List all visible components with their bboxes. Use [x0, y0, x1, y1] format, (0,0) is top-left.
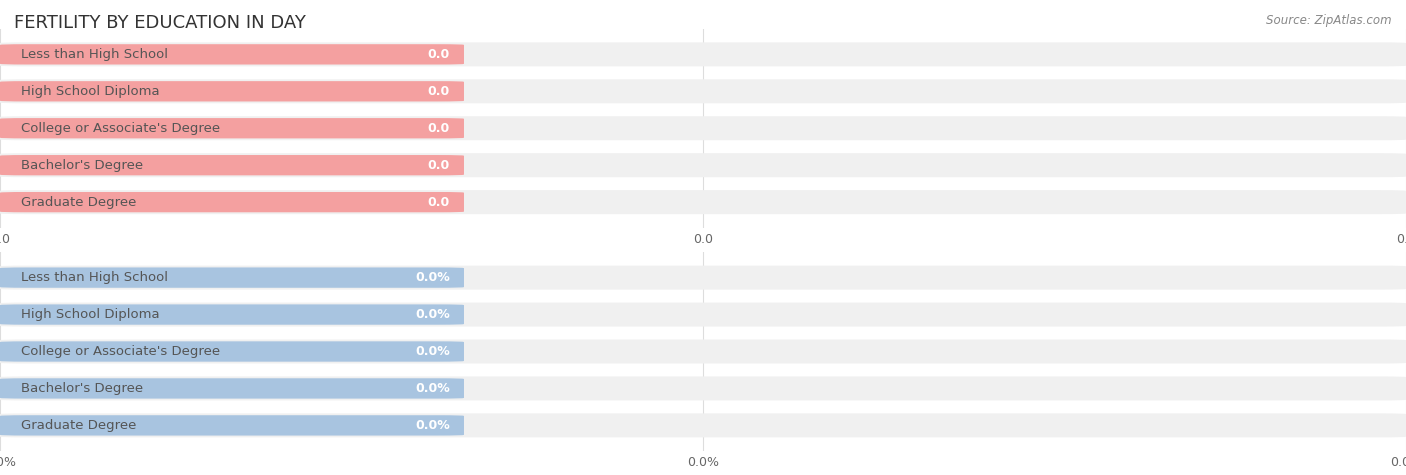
Text: Bachelor's Degree: Bachelor's Degree — [21, 382, 143, 395]
Text: 0.0: 0.0 — [427, 196, 450, 209]
Text: High School Diploma: High School Diploma — [21, 308, 160, 321]
FancyBboxPatch shape — [0, 79, 1406, 104]
FancyBboxPatch shape — [0, 340, 1406, 363]
FancyBboxPatch shape — [0, 44, 464, 65]
FancyBboxPatch shape — [0, 116, 1406, 140]
Text: High School Diploma: High School Diploma — [21, 85, 160, 98]
Text: Bachelor's Degree: Bachelor's Degree — [21, 159, 143, 171]
FancyBboxPatch shape — [0, 155, 464, 175]
FancyBboxPatch shape — [0, 267, 464, 288]
Text: Graduate Degree: Graduate Degree — [21, 419, 136, 432]
Text: 0.0: 0.0 — [427, 122, 450, 135]
Text: 0.0: 0.0 — [427, 85, 450, 98]
FancyBboxPatch shape — [0, 118, 464, 138]
Text: 0.0: 0.0 — [427, 48, 450, 61]
Text: 0.0%: 0.0% — [415, 271, 450, 284]
Text: 0.0%: 0.0% — [415, 308, 450, 321]
Text: 0.0%: 0.0% — [415, 419, 450, 432]
Text: Source: ZipAtlas.com: Source: ZipAtlas.com — [1267, 14, 1392, 27]
FancyBboxPatch shape — [0, 378, 464, 399]
Text: Less than High School: Less than High School — [21, 48, 169, 61]
FancyBboxPatch shape — [0, 81, 464, 102]
Text: 0.0: 0.0 — [427, 159, 450, 171]
FancyBboxPatch shape — [0, 192, 464, 212]
Text: 0.0%: 0.0% — [415, 345, 450, 358]
FancyBboxPatch shape — [0, 342, 464, 361]
Text: 0.0%: 0.0% — [415, 382, 450, 395]
FancyBboxPatch shape — [0, 190, 1406, 214]
FancyBboxPatch shape — [0, 376, 1406, 400]
FancyBboxPatch shape — [0, 42, 1406, 66]
Text: FERTILITY BY EDUCATION IN DAY: FERTILITY BY EDUCATION IN DAY — [14, 14, 307, 32]
Text: College or Associate's Degree: College or Associate's Degree — [21, 122, 221, 135]
Text: Graduate Degree: Graduate Degree — [21, 196, 136, 209]
FancyBboxPatch shape — [0, 266, 1406, 290]
FancyBboxPatch shape — [0, 415, 464, 436]
Text: Less than High School: Less than High School — [21, 271, 169, 284]
FancyBboxPatch shape — [0, 413, 1406, 437]
FancyBboxPatch shape — [0, 153, 1406, 177]
FancyBboxPatch shape — [0, 304, 464, 325]
FancyBboxPatch shape — [0, 303, 1406, 327]
Text: College or Associate's Degree: College or Associate's Degree — [21, 345, 221, 358]
